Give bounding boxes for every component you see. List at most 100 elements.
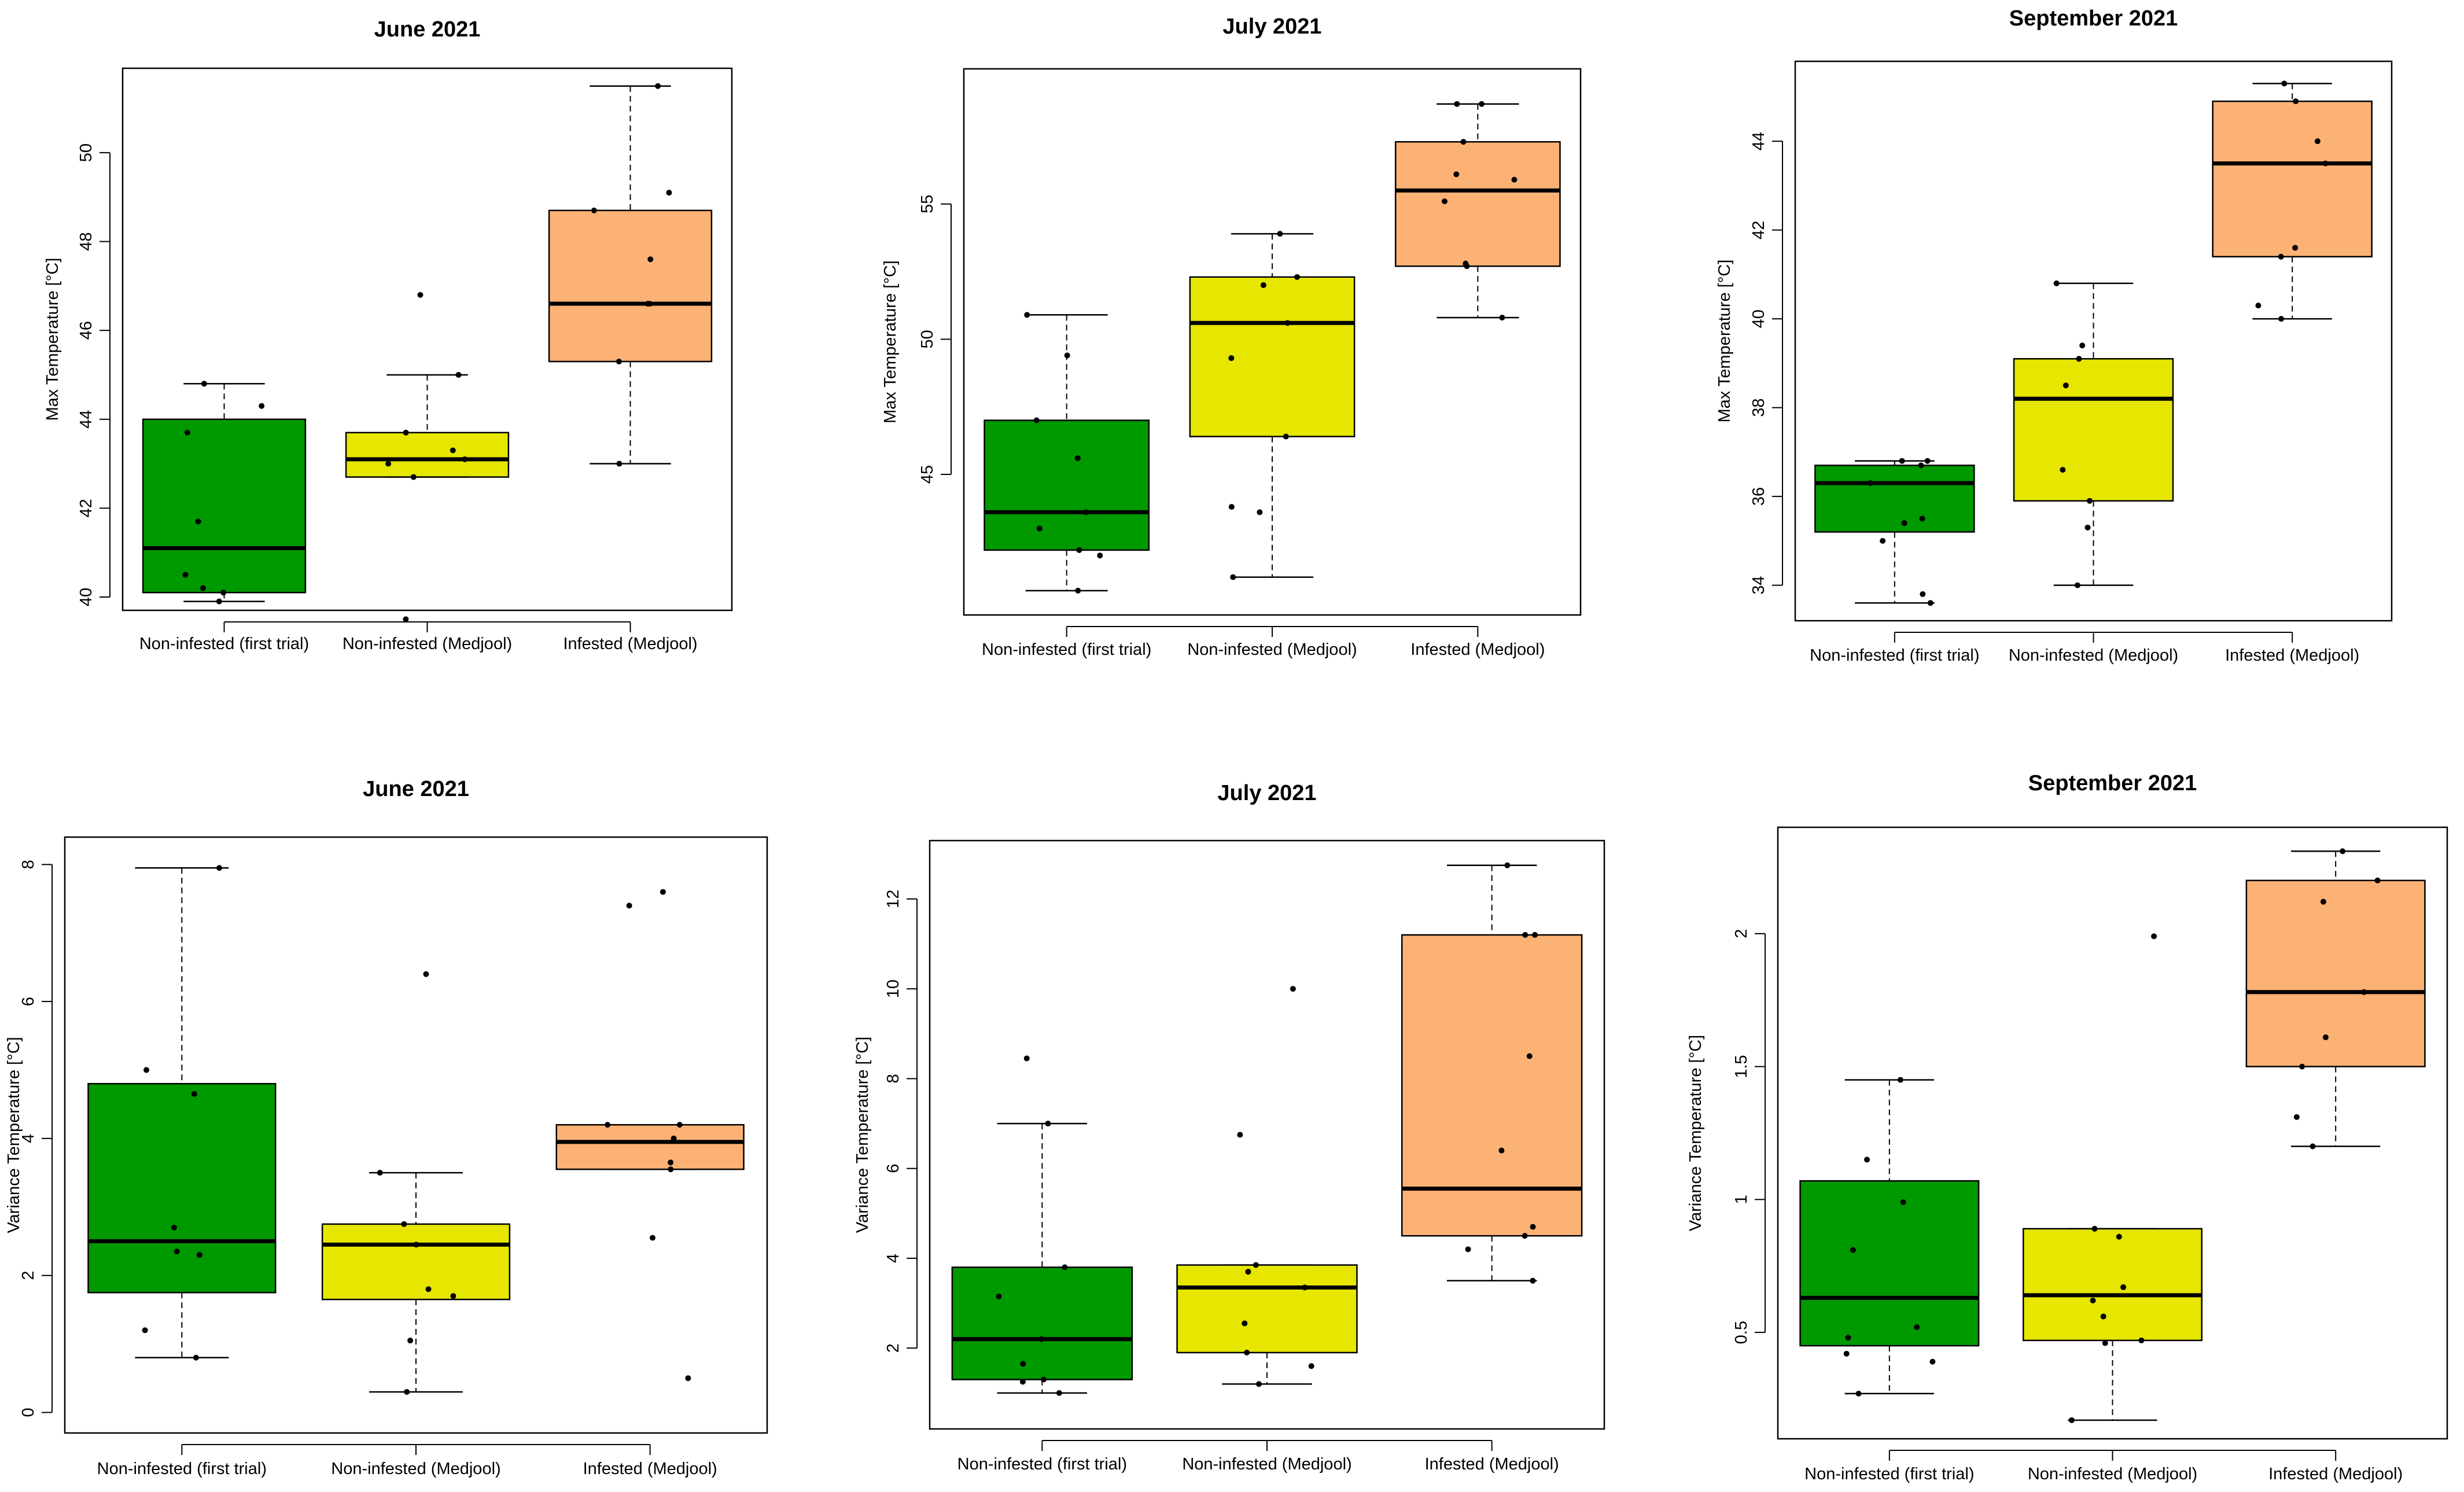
y-tick-label: 45 [918,465,937,484]
data-point [2320,898,2326,905]
plot-frame [963,68,1582,616]
category-label: Non-infested (Medjool) [2028,1465,2197,1483]
data-point [2374,877,2381,883]
chart-title: July 2021 [1222,14,1321,39]
category-label: Non-infested (first trial) [982,640,1151,659]
box-group [87,865,277,1361]
data-point [1522,932,1529,938]
box-group [548,83,713,467]
data-point [193,1354,199,1361]
data-point [2310,1143,2316,1150]
data-point [1927,600,1933,606]
data-point [1465,1246,1471,1252]
data-point [1237,1132,1243,1138]
box-iqr [321,1223,511,1301]
category-label: Non-infested (first trial) [957,1455,1127,1473]
data-point [671,1135,677,1141]
data-point [413,1242,419,1248]
data-point [200,585,206,591]
plot-frame [64,836,768,1434]
data-point [1245,1269,1251,1275]
box-group [984,312,1150,594]
data-point [220,590,227,596]
data-point [171,1224,177,1231]
data-point [1855,1390,1862,1397]
box-iqr [555,1123,745,1170]
data-point [685,1375,691,1382]
data-point [2138,1337,2145,1343]
data-point [647,256,654,263]
data-point [1062,1264,1068,1270]
data-point [2084,524,2091,531]
chart-title: September 2021 [2009,6,2178,31]
box-group [1401,862,1583,1284]
plot-frame [1794,60,2393,622]
chart-panel: June 2021 Max Temperature [°C] 40 42 44 46 48 5… [43,17,733,653]
data-point [201,381,207,387]
data-point [1845,1335,1851,1341]
data-point [450,1293,456,1299]
chart-title: July 2021 [1217,781,1316,805]
data-point [2090,1298,2096,1304]
y-tick-label: 46 [77,321,95,340]
category-label: Non-infested (first trial) [139,635,309,653]
data-point [655,83,661,89]
category-label: Non-infested (first trial) [97,1460,267,1478]
data-point [1899,458,1905,464]
data-point [142,1327,148,1333]
y-tick-label: 42 [77,499,95,517]
data-point [1920,591,1926,597]
data-point [1929,1358,1936,1365]
data-point [1843,1350,1850,1357]
y-axis-label: Variance Temperature [°C] [5,1037,23,1233]
data-point [2091,1225,2098,1232]
data-point [1244,1350,1250,1356]
data-point [403,429,409,436]
box-iqr [345,432,510,478]
data-point [1900,1199,1906,1205]
data-point [1460,139,1467,145]
plot-frame [929,839,1605,1430]
data-point [1532,932,1538,938]
data-point [1242,1320,1248,1327]
data-point [2053,280,2060,286]
data-point [1868,480,1874,487]
y-tick-label: 8 [884,1074,903,1083]
data-point [2292,245,2299,251]
box-iqr [1394,141,1561,267]
data-point [1228,504,1235,510]
data-point [1498,1147,1505,1154]
data-point [2299,1063,2305,1070]
box-group [2245,848,2426,1150]
chart-title: June 2021 [363,777,469,801]
data-point [1463,260,1469,267]
y-tick-label: 1 [1732,1195,1751,1204]
data-point [1023,1055,1030,1062]
box-iqr [984,419,1150,551]
plot-frame [121,67,733,611]
data-point [174,1248,180,1255]
data-point [2293,1114,2300,1120]
data-point [1530,1277,1536,1284]
data-point [2151,933,2157,940]
data-point [2322,1034,2329,1041]
data-point [1064,352,1070,359]
y-tick-label: 6 [884,1164,903,1173]
data-point [1260,282,1266,288]
data-point [195,518,201,525]
data-point [216,598,222,605]
data-point [1897,1077,1903,1083]
data-point [647,301,653,307]
box-group [555,889,745,1382]
y-tick-label: 12 [884,890,903,908]
y-tick-label: 44 [77,410,95,429]
data-point [2361,989,2367,995]
data-point [216,865,223,871]
data-point [385,461,392,467]
data-point [1478,101,1485,107]
data-point [1076,547,1082,553]
data-point [1441,198,1448,204]
data-point [184,429,190,436]
data-point [2255,303,2262,309]
data-point [616,461,623,467]
